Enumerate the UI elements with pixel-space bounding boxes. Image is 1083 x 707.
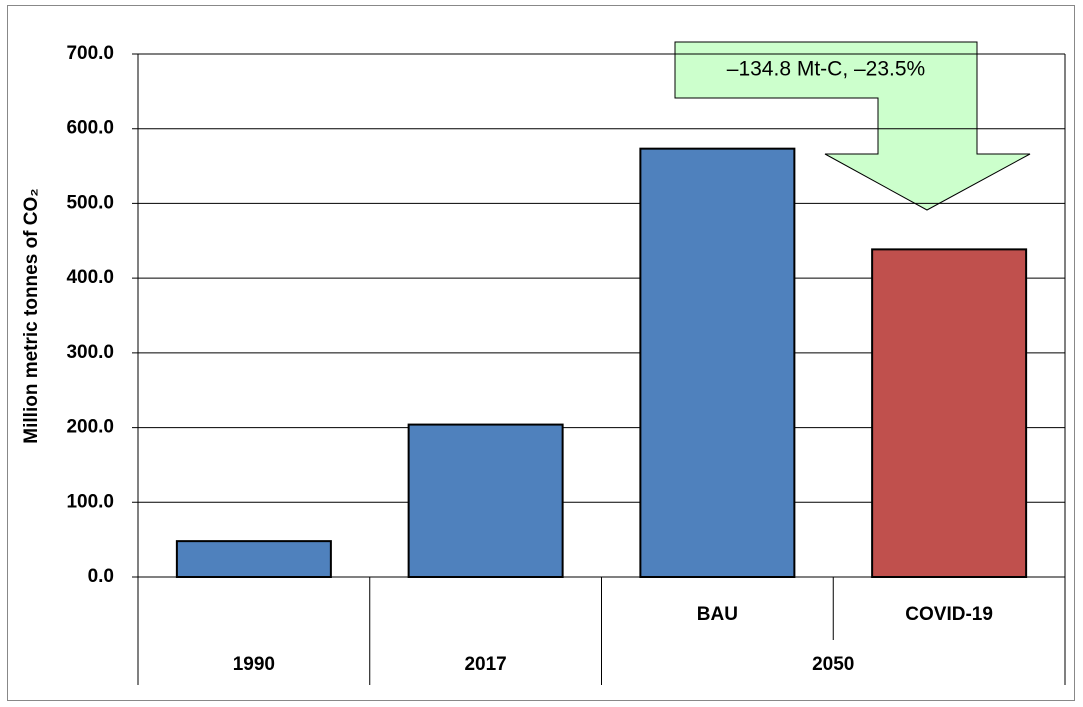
bar — [407, 423, 564, 578]
y-tick-label: 0.0 — [88, 566, 114, 587]
y-tick-label: 400.0 — [66, 267, 114, 288]
annotation: –134.8 Mt-C, –23.5% — [727, 58, 925, 81]
x-tick-label: COVID-19 — [905, 604, 993, 625]
x-tick-label: BAU — [697, 604, 738, 625]
bar — [175, 540, 332, 579]
y-tick-label: 500.0 — [66, 192, 114, 213]
x-group-label: 2017 — [464, 654, 506, 675]
bar — [871, 248, 1028, 578]
y-axis-label: Million metric tonnes of CO₂ — [21, 188, 42, 443]
chart-frame — [7, 5, 1075, 701]
y-tick-label: 300.0 — [66, 342, 114, 363]
x-group-label: 2050 — [812, 654, 854, 675]
y-tick-label: 600.0 — [66, 118, 114, 139]
y-tick-label: 700.0 — [66, 43, 114, 64]
bar — [639, 147, 796, 578]
annotation-arrow — [674, 41, 1031, 211]
y-tick-label: 100.0 — [66, 491, 114, 512]
x-group-label: 1990 — [233, 654, 275, 675]
y-tick-label: 200.0 — [66, 417, 114, 438]
